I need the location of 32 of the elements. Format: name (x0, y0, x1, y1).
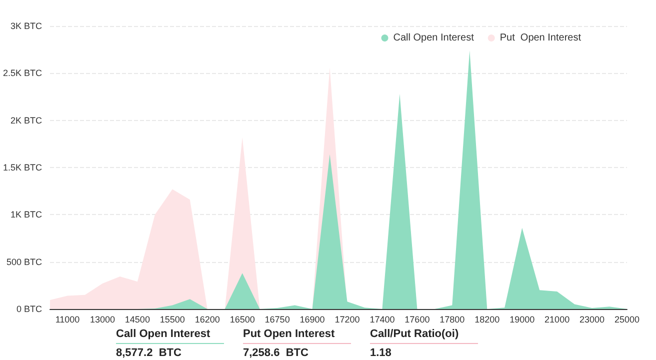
legend-label: Put Open Interest (500, 32, 582, 44)
x-tick-label: 23000 (580, 314, 605, 324)
text: Put Open Interest (243, 328, 351, 344)
y-tick-label: 3K BTC (10, 21, 43, 31)
y-tick-label: 1.5K BTC (3, 162, 43, 172)
x-tick-label: 17200 (334, 314, 360, 324)
y-tick-label: 2.5K BTC (3, 68, 43, 78)
legend-label: Call Open Interest (393, 32, 474, 44)
x-tick-label: 15500 (160, 314, 185, 324)
x-tick-label: 18200 (474, 314, 500, 324)
text: Call Open Interest (116, 328, 224, 344)
x-tick-label: 14500 (124, 314, 150, 324)
y-tick-label: 2K BTC (10, 115, 43, 126)
text: 1.18 (370, 346, 392, 359)
text: 8,577.2 BTC (116, 346, 182, 359)
x-tick-label: 13000 (90, 314, 115, 324)
y-tick-label: 0 BTC (16, 304, 43, 314)
x-tick-label: 16500 (230, 314, 255, 324)
x-tick-label: 25000 (614, 314, 640, 324)
y-tick-label: 1K BTC (10, 210, 43, 220)
text: 7,258.6 BTC (243, 346, 310, 359)
x-tick-label: 19000 (510, 314, 535, 324)
x-tick-label: 16900 (300, 314, 325, 324)
x-tick-label: 17800 (440, 314, 465, 324)
x-tick-label: 17600 (404, 314, 430, 324)
y-tick-label: 500 BTC (6, 256, 42, 267)
x-tick-label: 21000 (544, 314, 570, 324)
x-tick-label: 16200 (194, 314, 220, 324)
text: Call/Put Ratio(oi) (370, 328, 478, 344)
x-tick-label: 17400 (370, 314, 395, 324)
x-tick-label: 16750 (264, 314, 290, 324)
x-tick-label: 11000 (55, 314, 80, 324)
